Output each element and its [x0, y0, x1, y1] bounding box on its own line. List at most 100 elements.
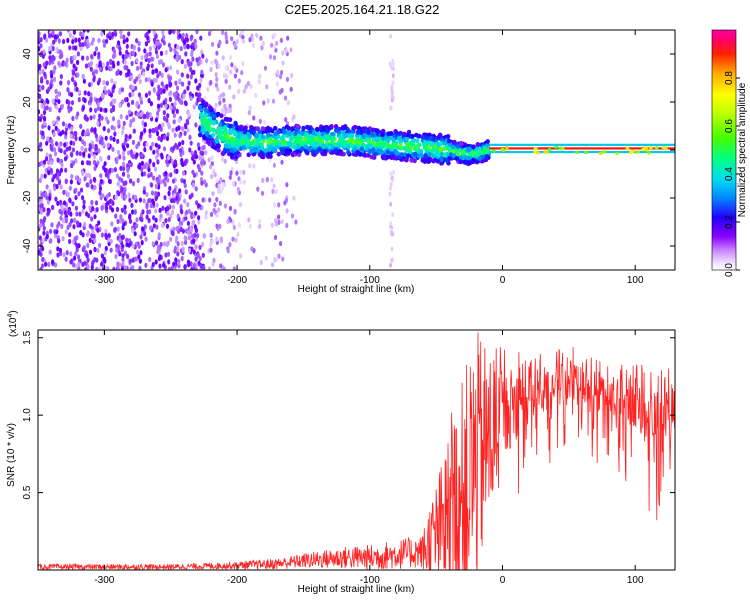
heatmap-cell: [145, 214, 149, 220]
heatmap-cell: [429, 141, 434, 147]
heatmap-cell: [344, 133, 349, 138]
heatmap-cell: [133, 209, 137, 215]
heatmap-cell: [58, 171, 62, 177]
heatmap-cell: [278, 74, 283, 80]
heatmap-cell: [94, 200, 99, 206]
heatmap-cell: [201, 252, 205, 258]
heatmap-cell: [136, 111, 140, 118]
heatmap-cell: [145, 111, 150, 117]
heatmap-cell: [102, 126, 106, 132]
heatmap-cell: [91, 70, 95, 77]
heatmap-cell: [164, 103, 168, 109]
heatmap-cell: [214, 72, 218, 78]
heatmap-cell: [149, 172, 153, 178]
heatmap-cell: [179, 99, 183, 105]
heatmap-cell: [119, 70, 123, 76]
heatmap-cell: [86, 30, 90, 33]
heatmap-cell: [180, 59, 184, 65]
heatmap-cell: [81, 232, 85, 238]
heatmap-cell: [661, 145, 666, 150]
heatmap-cell: [81, 170, 85, 176]
heatmap-cell: [356, 129, 361, 134]
heatmap-cell: [239, 179, 243, 185]
heatmap-cell: [216, 86, 220, 92]
heatmap-cell: [210, 155, 214, 161]
heatmap-cell: [83, 260, 87, 266]
heatmap-cell: [211, 120, 216, 126]
heatmap-cell: [347, 137, 353, 143]
heatmap-cell: [154, 195, 158, 202]
heatmap-cell: [390, 175, 394, 181]
heatmap-cell: [59, 74, 64, 80]
heatmap-cell: [152, 43, 157, 50]
heatmap-cell: [147, 90, 152, 96]
heatmap-cell: [209, 211, 214, 217]
heatmap-cell: [128, 122, 132, 128]
heatmap-cell: [70, 92, 74, 98]
heatmap-cell: [44, 191, 48, 197]
heatmap-cell: [391, 212, 395, 218]
heatmap-cell: [83, 176, 87, 182]
heatmap-cell: [198, 92, 202, 98]
heatmap-cell: [46, 199, 51, 205]
heatmap-cell: [310, 149, 316, 155]
heatmap-cell: [431, 158, 436, 164]
heatmap-cell: [149, 225, 153, 231]
heatmap-cell: [100, 232, 104, 238]
heatmap-cell: [446, 138, 452, 144]
heatmap-cell: [427, 152, 432, 157]
heatmap-cell: [75, 150, 79, 156]
heatmap-cell: [140, 226, 145, 232]
heatmap-cell: [558, 146, 563, 150]
y-tick-label: 40: [22, 48, 33, 60]
heatmap-cell: [64, 130, 68, 136]
heatmap-cell: [165, 83, 169, 90]
heatmap-ylabel: Frequency (Hz): [6, 116, 17, 185]
heatmap-cell: [255, 126, 260, 131]
heatmap-cell: [68, 45, 72, 51]
heatmap-cell: [138, 258, 142, 264]
heatmap-cell: [98, 242, 102, 248]
heatmap-cell: [307, 125, 312, 131]
heatmap-cell: [147, 162, 151, 169]
heatmap-cell: [275, 144, 280, 149]
heatmap-cell: [131, 181, 136, 187]
heatmap-cell: [116, 190, 120, 196]
heatmap-cell: [154, 49, 159, 55]
heatmap-cell: [88, 249, 93, 255]
heatmap-cell: [176, 260, 180, 266]
heatmap-cell: [192, 263, 196, 269]
heatmap-cell: [422, 158, 428, 164]
snr-scale-base: (x10: [8, 317, 19, 337]
heatmap-cell: [315, 127, 320, 132]
heatmap-cell: [390, 88, 394, 93]
heatmap-cell: [384, 142, 390, 148]
heatmap-cell: [120, 266, 124, 270]
heatmap-cell: [170, 198, 174, 204]
heatmap-cell: [273, 43, 277, 50]
heatmap-cell: [274, 189, 278, 195]
heatmap-dc-line: [489, 147, 675, 150]
heatmap-cell: [248, 105, 252, 111]
heatmap-cell: [167, 217, 171, 223]
heatmap-cell: [477, 156, 482, 162]
heatmap-cell: [216, 111, 221, 117]
heatmap-cell: [113, 131, 117, 137]
heatmap-cell: [216, 143, 221, 149]
heatmap-cell: [268, 54, 273, 60]
heatmap-cell: [436, 134, 441, 140]
heatmap-cell: [152, 175, 156, 181]
heatmap-cell: [162, 134, 166, 140]
heatmap-cell: [90, 184, 94, 190]
heatmap-cell: [165, 135, 170, 142]
heatmap-cell: [107, 155, 111, 161]
heatmap-cell: [161, 30, 165, 36]
heatmap-cell: [152, 200, 156, 206]
heatmap-cell: [174, 257, 178, 263]
heatmap-cell: [109, 101, 113, 107]
heatmap-cell: [75, 86, 79, 92]
heatmap-cell: [148, 46, 152, 52]
heatmap-cell: [140, 152, 144, 158]
heatmap-cell: [96, 160, 100, 166]
heatmap-cell: [280, 148, 285, 154]
